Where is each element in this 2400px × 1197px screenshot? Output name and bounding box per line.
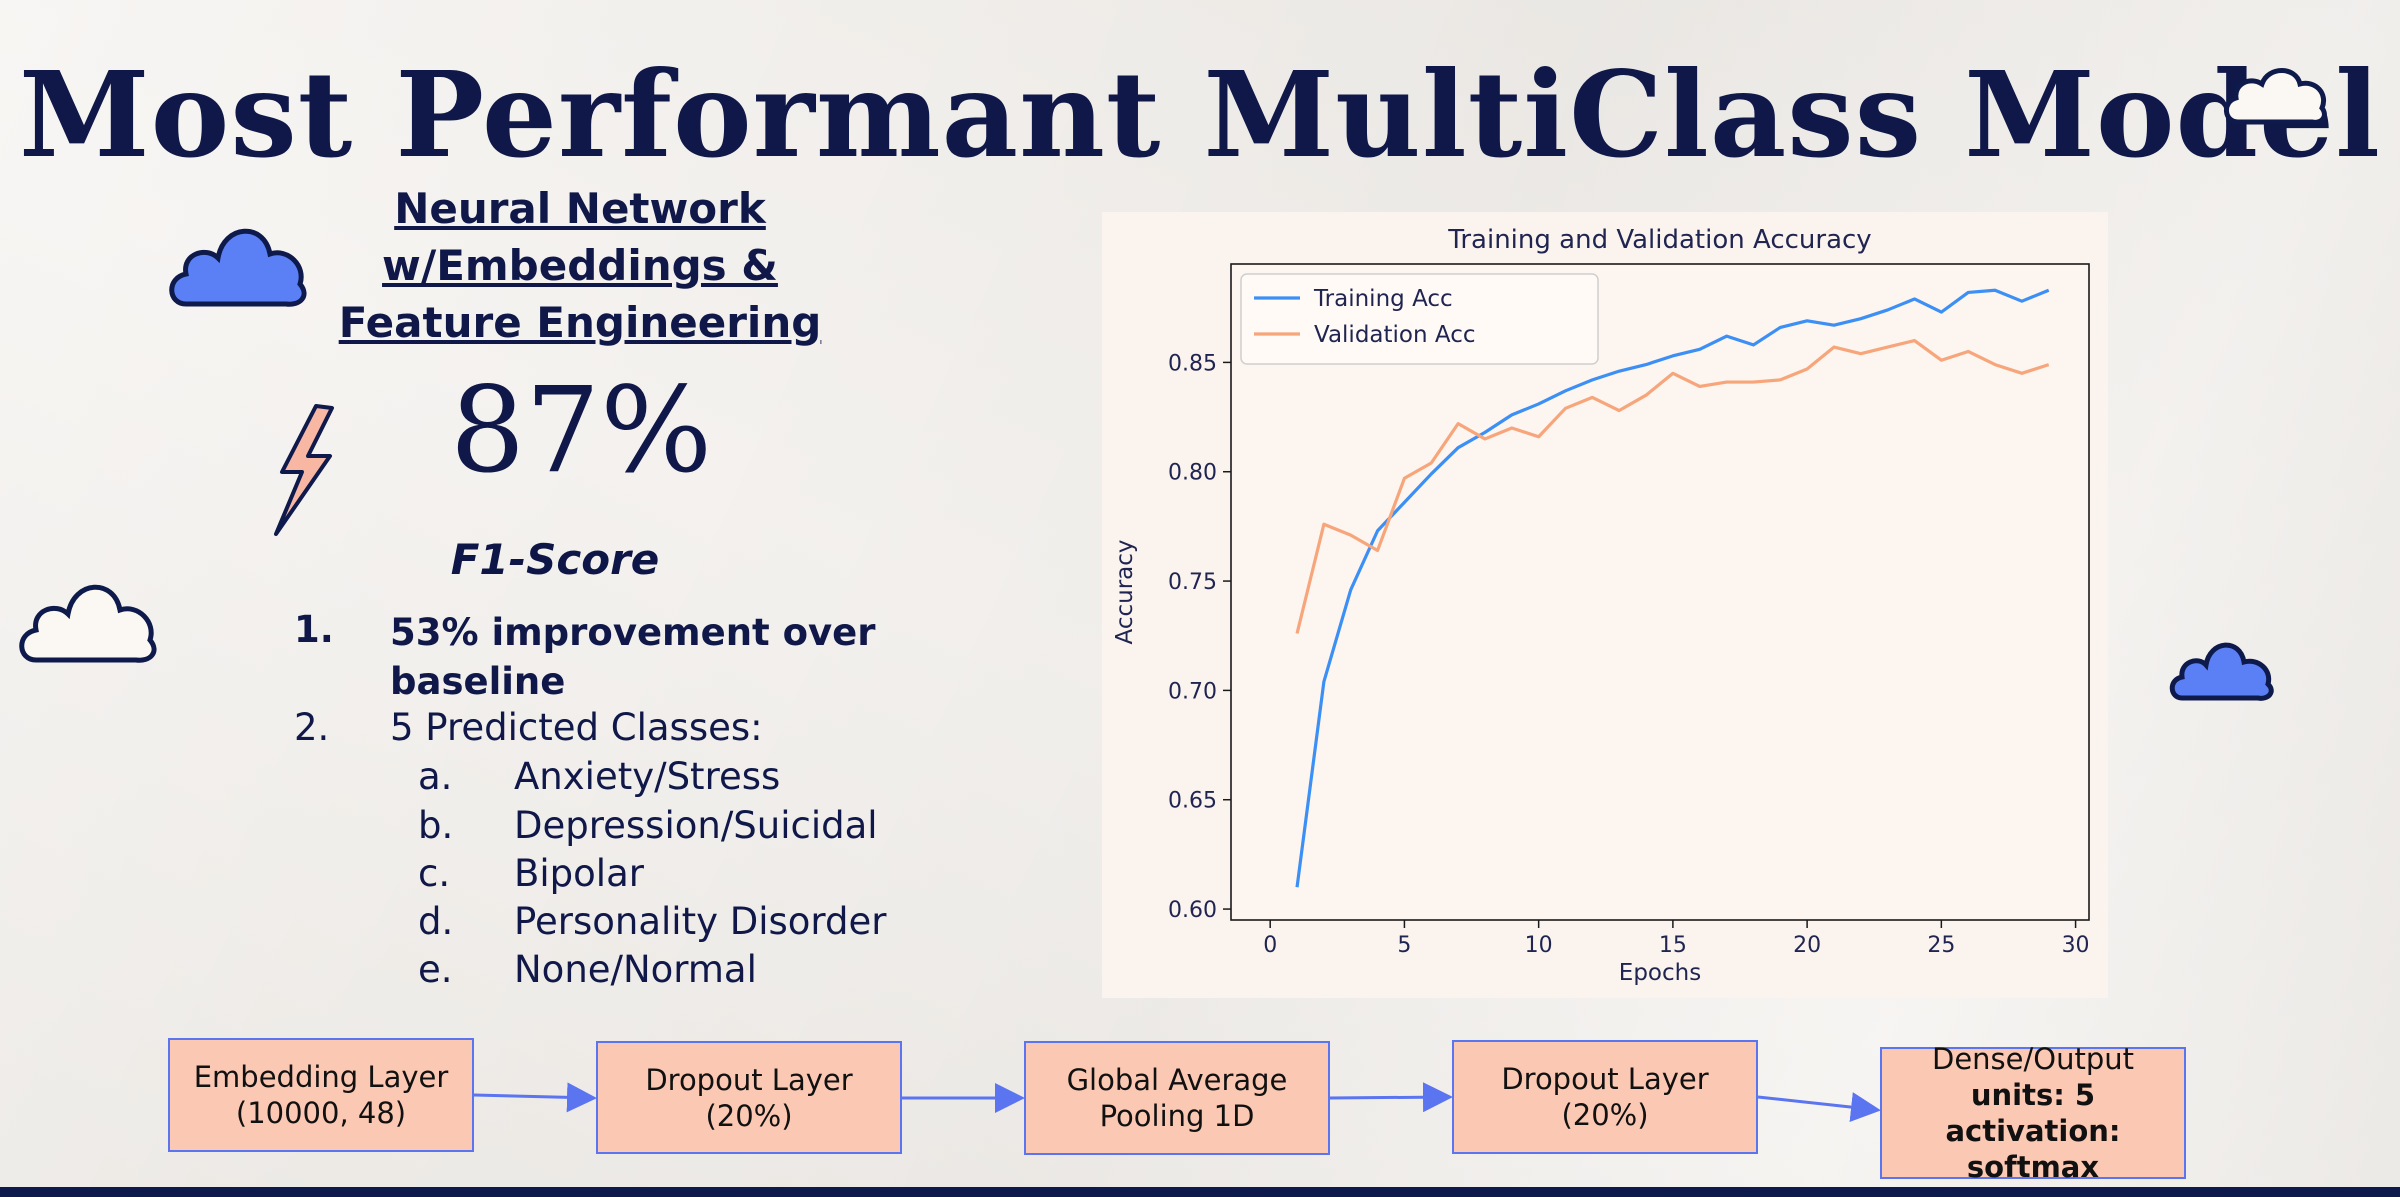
validation-acc-line bbox=[1295, 338, 2050, 634]
layer-detail: Pooling 1D bbox=[1099, 1099, 1255, 1133]
y-tick-label: 0.60 bbox=[1168, 898, 1217, 923]
x-tick-label: 20 bbox=[1793, 933, 1821, 958]
layer-name: Global Average bbox=[1066, 1063, 1288, 1097]
layer-name: Embedding Layer bbox=[193, 1060, 449, 1094]
x-tick-label: 10 bbox=[1525, 933, 1553, 958]
cloud-outline-icon bbox=[2224, 68, 2327, 125]
layer-units: units: 5 bbox=[1970, 1078, 2096, 1112]
flow-arrow bbox=[473, 1082, 597, 1113]
layer-detail: (20%) bbox=[705, 1098, 793, 1133]
layer-detail: (20%) bbox=[1561, 1098, 1649, 1132]
dense-output-layer-box: Dense/Output units: 5 activation: softma… bbox=[1880, 1042, 2186, 1184]
embedding-layer-box: Embedding Layer (10000, 48) bbox=[168, 1038, 474, 1152]
class-label: None/Normal bbox=[514, 948, 757, 991]
lightning-icon bbox=[274, 404, 334, 536]
cloud-blue-icon bbox=[2169, 642, 2274, 701]
global-average-pooling-box: Global Average Pooling 1D bbox=[1024, 1041, 1330, 1155]
x-tick-label: 25 bbox=[1927, 933, 1955, 958]
list-marker: 1. bbox=[294, 608, 334, 651]
list-marker: 2. bbox=[294, 706, 330, 749]
accuracy-chart: Training and Validation Accuracy Epochs Ac… bbox=[1112, 225, 2090, 986]
x-tick-label: 15 bbox=[1659, 933, 1687, 958]
flow-arrow bbox=[1329, 1082, 1453, 1113]
f1-score-value: 87% bbox=[450, 361, 713, 499]
accuracy-chart-panel: Training and Validation Accuracy Epochs Ac… bbox=[1102, 212, 2108, 998]
chart-title: Training and Validation Accuracy bbox=[1447, 225, 1871, 255]
layer-name: Dropout Layer bbox=[1501, 1062, 1709, 1096]
class-label: Anxiety/Stress bbox=[514, 755, 781, 798]
list-marker: b. bbox=[418, 804, 454, 847]
list-marker: c. bbox=[418, 852, 451, 895]
architecture-arrows bbox=[473, 1082, 1881, 1123]
dropout-layer-box: Dropout Layer (20%) bbox=[596, 1041, 902, 1154]
legend-label: Validation Acc bbox=[1314, 322, 1476, 348]
flow-arrow bbox=[1757, 1092, 1881, 1123]
model-name-line: Neural Network bbox=[394, 184, 766, 233]
cloud-blue-icon bbox=[169, 228, 307, 307]
list-item-text: 53% improvement over bbox=[390, 611, 876, 654]
bottom-bar bbox=[0, 1187, 2400, 1197]
legend-box bbox=[1240, 273, 1599, 365]
y-tick-label: 0.80 bbox=[1168, 461, 1217, 486]
class-label: Bipolar bbox=[514, 852, 644, 895]
x-tick-label: 30 bbox=[2062, 933, 2090, 958]
f1-score-label: F1-Score bbox=[450, 535, 660, 584]
x-axis-label: Epochs bbox=[1619, 960, 1701, 986]
list-marker: d. bbox=[418, 900, 454, 943]
model-name-line: w/Embeddings & bbox=[382, 241, 778, 290]
cloud-outline-icon bbox=[19, 584, 157, 663]
class-label: Personality Disorder bbox=[514, 900, 887, 943]
class-label: Depression/Suicidal bbox=[514, 804, 878, 847]
y-tick-label: 0.85 bbox=[1168, 351, 1217, 376]
plot-area bbox=[1230, 263, 2090, 921]
y-tick-label: 0.65 bbox=[1168, 789, 1217, 814]
y-tick-label: 0.75 bbox=[1168, 570, 1217, 595]
list-marker: e. bbox=[418, 948, 453, 991]
y-tick-label: 0.70 bbox=[1168, 679, 1217, 704]
layer-name: Dropout Layer bbox=[645, 1062, 853, 1097]
x-tick-label: 0 bbox=[1263, 933, 1277, 958]
layer-detail: (10000, 48) bbox=[235, 1096, 407, 1130]
list-item-text: 5 Predicted Classes: bbox=[390, 706, 763, 749]
model-name-line: Feature Engineering bbox=[338, 298, 822, 347]
layer-activation: activation: softmax bbox=[1945, 1114, 2121, 1184]
legend-label: Training Acc bbox=[1313, 286, 1453, 312]
dropout-layer-box: Dropout Layer (20%) bbox=[1452, 1040, 1758, 1154]
slide-title: Most Performant MultiClass Model bbox=[19, 45, 2381, 184]
list-marker: a. bbox=[418, 755, 453, 798]
training-acc-line bbox=[1295, 288, 2050, 888]
y-axis-label: Accuracy bbox=[1112, 539, 1138, 644]
list-item-text: baseline bbox=[390, 660, 566, 703]
x-tick-label: 5 bbox=[1397, 933, 1411, 958]
model-name: Neural Network w/Embeddings & Feature En… bbox=[300, 180, 860, 351]
layer-name: Dense/Output bbox=[1931, 1042, 2134, 1076]
